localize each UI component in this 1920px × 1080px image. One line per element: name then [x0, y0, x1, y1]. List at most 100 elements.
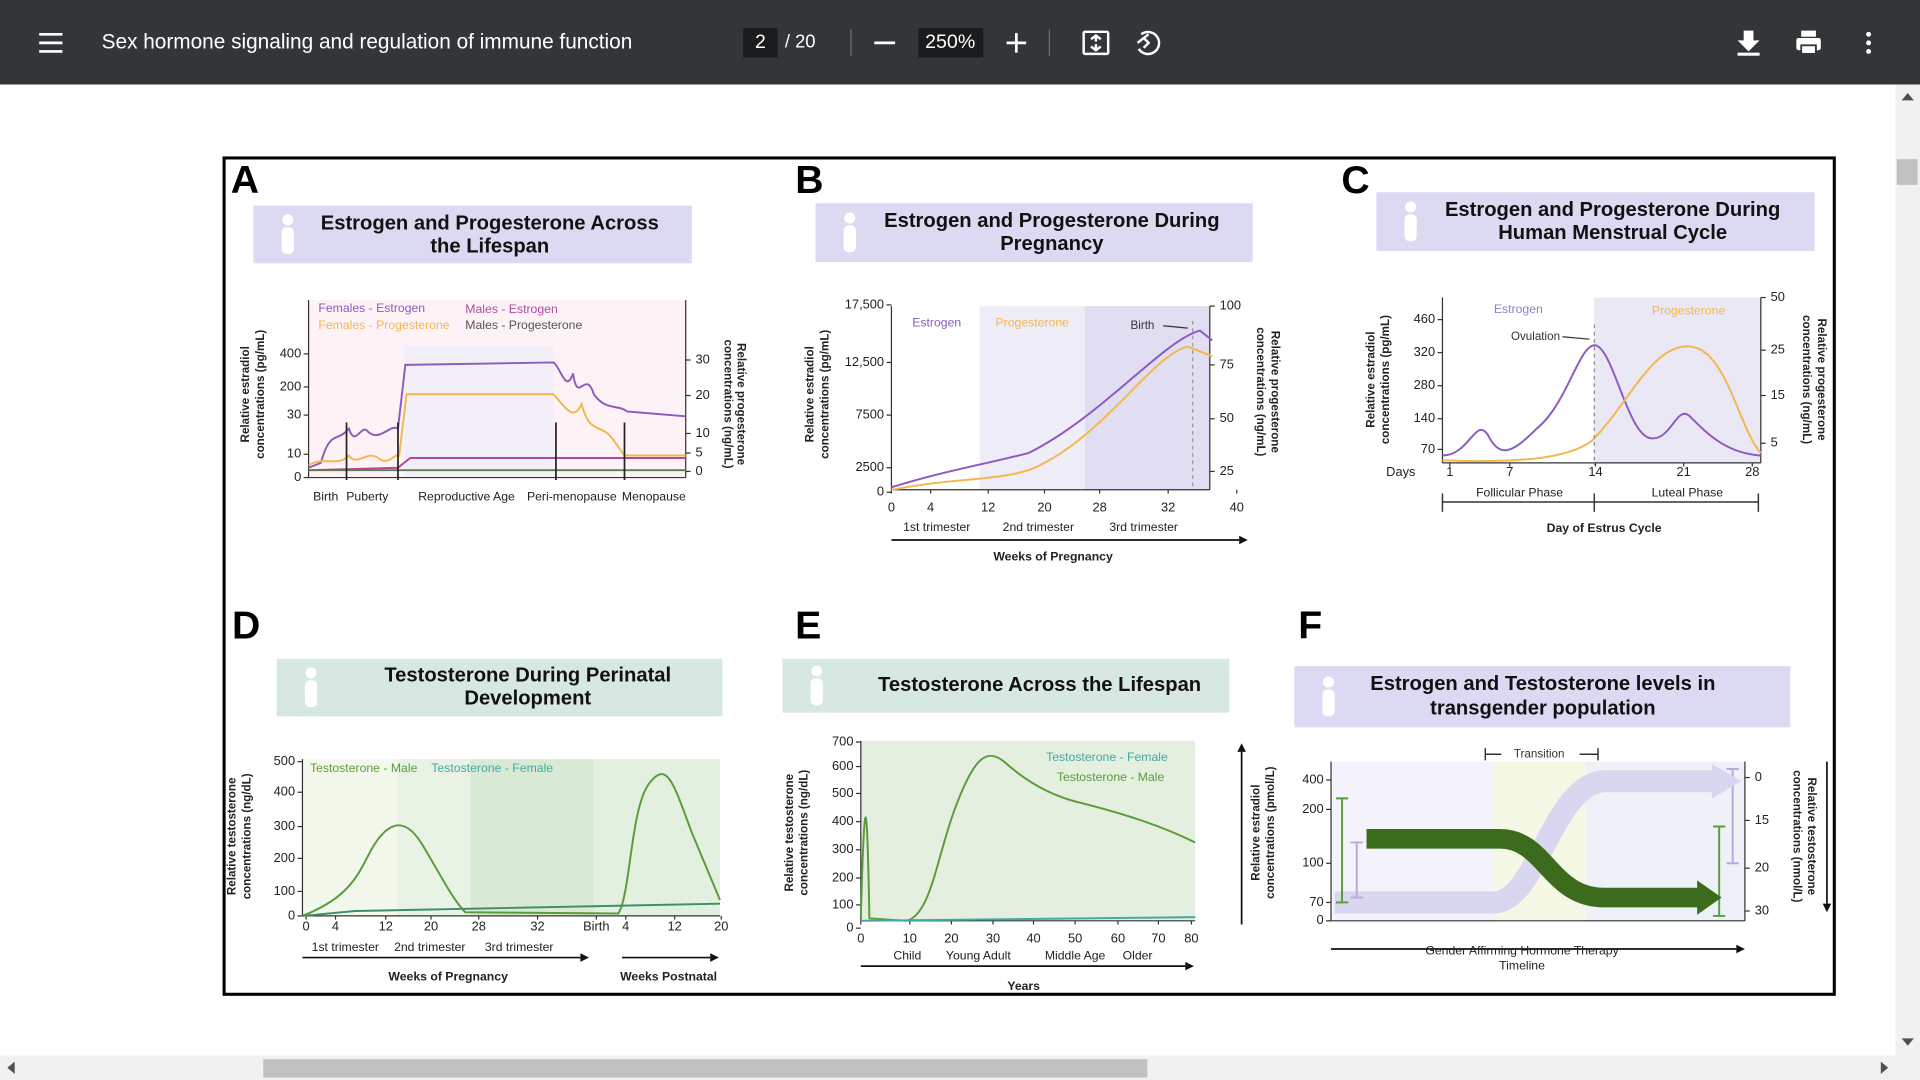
page-input[interactable]: 2 [755, 31, 766, 53]
curve [308, 393, 686, 467]
icon [810, 678, 823, 706]
zoom-in-button[interactable] [1006, 33, 1027, 53]
y-tick-label: 280 [1414, 377, 1435, 392]
x-tick-label: 0 [888, 500, 895, 515]
x-tick-label: 40 [1230, 500, 1244, 515]
x-tick-label: 20 [424, 918, 438, 933]
print-button[interactable] [1796, 30, 1821, 55]
zoom-input-box[interactable] [918, 28, 984, 58]
title-box [276, 658, 723, 717]
scroll-down[interactable] [1901, 1038, 1914, 1046]
curve [308, 361, 686, 469]
y-tick-label: 0 [294, 469, 301, 484]
scroll-right[interactable] [1880, 1061, 1889, 1074]
x-category-label: Peri-menopause [527, 489, 617, 503]
y2-tick-label: 5 [1771, 435, 1778, 450]
x-tick-label: 4 [927, 500, 934, 515]
x-tick-label: 40 [1026, 931, 1040, 946]
x-category-label: Middle Age [1045, 949, 1106, 963]
y2-tick-label: 15 [1755, 812, 1769, 827]
plot-region [404, 345, 554, 478]
panel-title: Estrogen and Progesterone During [884, 210, 1219, 232]
legend-entry: Progesterone [1652, 303, 1726, 317]
page-input-box[interactable] [743, 28, 778, 58]
x-tick-label: 12 [379, 918, 393, 933]
y2-axis-label: Relative progesterone [1269, 331, 1282, 454]
y2-tick-label: 15 [1771, 387, 1785, 402]
curve [302, 902, 721, 917]
y2-axis-label: concentrations (ng/mL) [721, 339, 734, 468]
y-tick-label: 0 [1317, 912, 1324, 927]
x-tick-label: 14 [1588, 464, 1602, 479]
plot-region [1594, 297, 1761, 463]
vertical-scroll-thumb[interactable] [1896, 159, 1918, 185]
y-tick-label: 500 [274, 753, 295, 768]
y2-axis-label: concentrations (ng/mL) [1254, 327, 1267, 456]
x-category-label: 3rd trimester [485, 940, 554, 954]
y-axis-label: concentrations (ng/dL) [798, 770, 811, 896]
menu-button[interactable] [39, 32, 63, 53]
panel-title: Estrogen and Testosterone levels in [1370, 673, 1715, 695]
horizontal-scroll-thumb[interactable] [263, 1059, 1148, 1078]
x-category-label: Birth [313, 489, 338, 503]
y-tick-label: 300 [274, 818, 295, 833]
arrowhead [1185, 961, 1194, 971]
legend-entry: Females - Estrogen [318, 301, 425, 315]
page-total: / 20 [785, 31, 816, 52]
y-tick-label: 100 [1302, 855, 1323, 870]
y2-axis-label: Relative progesterone [1815, 319, 1828, 442]
scroll-up[interactable] [1901, 93, 1914, 101]
y-axis-label: Relative estradiol [1365, 331, 1378, 427]
x-axis-title: Weeks Postnatal [620, 969, 717, 983]
y-tick-label: 10 [287, 446, 301, 461]
download-button[interactable] [1737, 30, 1760, 56]
legend-entry: Testosterone - Female [1046, 750, 1168, 764]
fit-page-button[interactable] [1082, 30, 1110, 56]
curves [302, 320, 1762, 922]
panel-letter: D [232, 605, 260, 648]
y2-tick-label: 100 [1220, 298, 1241, 313]
title-box [782, 658, 1230, 713]
y-tick-label: 300 [832, 841, 853, 856]
x-tick-label: Birth [583, 918, 609, 933]
y2-axis-label: concentrations (nmol/L) [1790, 770, 1803, 903]
y2-tick-label: 25 [1220, 463, 1234, 478]
y-axis-label: concentrations (pg/mL) [1379, 315, 1392, 444]
scroll-left[interactable] [7, 1061, 15, 1074]
panel-letter: B [795, 159, 823, 202]
y2-tick-label: 0 [1755, 769, 1762, 784]
vertical-scrollbar[interactable] [1895, 84, 1920, 1056]
x-tick-label: 28 [472, 918, 486, 933]
x-tick-label: 7 [1506, 464, 1513, 479]
rotate-button[interactable] [1136, 30, 1161, 56]
panel-title: Testosterone During Perinatal [384, 664, 671, 686]
y-axis-label: concentrations (pmol/L) [1264, 766, 1277, 899]
ftm-band [1366, 828, 1700, 908]
arrowhead [580, 953, 589, 962]
y-tick-label: 400 [274, 784, 295, 799]
panel-letter: E [795, 605, 821, 648]
y-tick-label: 200 [832, 869, 853, 884]
x-tick-label: 21 [1677, 464, 1691, 479]
y2-tick-label: 20 [1755, 860, 1769, 875]
x-category-label: 2nd trimester [394, 940, 465, 954]
y2-tick-label: 25 [1771, 342, 1785, 357]
y-tick-label: 200 [1302, 801, 1323, 816]
plot-region [470, 759, 594, 916]
error-bar [1350, 768, 1739, 899]
x-tick-label: 30 [986, 931, 1000, 946]
x-axis-title: Weeks of Pregnancy [388, 969, 508, 983]
y-tick-label: 12,500 [845, 354, 884, 369]
arrowhead [1736, 944, 1745, 954]
x-category-label: Young Adult [946, 949, 1011, 963]
panel-title: Estrogen and Progesterone During [1445, 199, 1780, 221]
more-button[interactable] [1866, 31, 1872, 54]
x-category-label: Luteal Phase [1652, 486, 1724, 500]
zoom-input[interactable]: 250% [925, 31, 975, 53]
panel-title: the Lifespan [430, 236, 549, 258]
y2-tick-label: 5 [696, 444, 703, 459]
x-tick-label: 28 [1092, 500, 1106, 515]
x-tick-label: 20 [714, 918, 728, 933]
x-tick-label: 12 [668, 918, 682, 933]
y2-tick-label: 20 [696, 387, 710, 402]
